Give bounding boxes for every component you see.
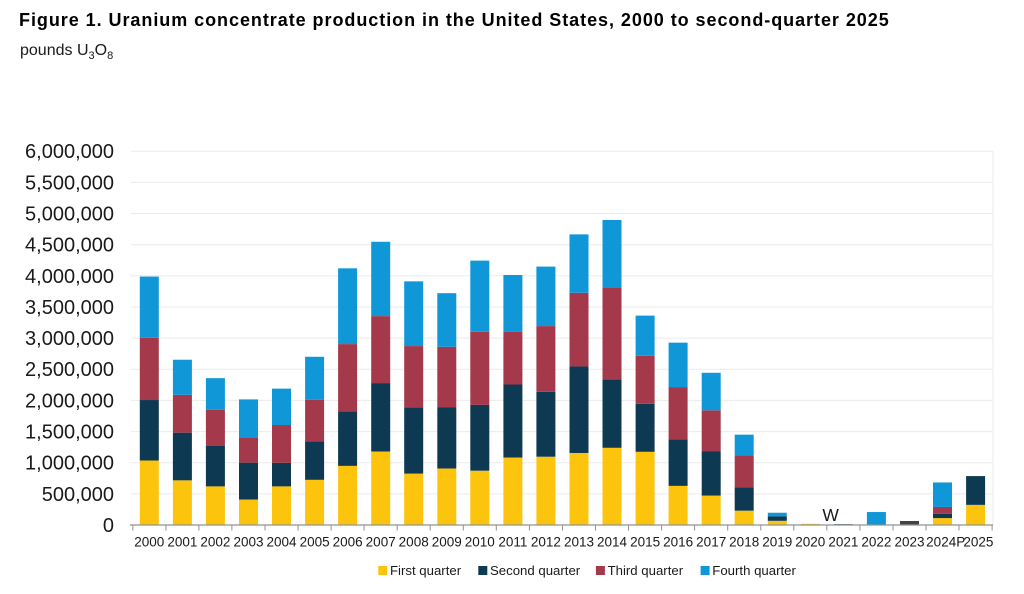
svg-text:Second quarter: Second quarter	[490, 563, 581, 578]
svg-text:2007: 2007	[366, 535, 396, 550]
svg-text:500,000: 500,000	[42, 484, 114, 506]
svg-text:2014: 2014	[597, 535, 628, 550]
svg-text:2009: 2009	[432, 535, 462, 550]
svg-text:2021: 2021	[828, 535, 858, 550]
svg-text:0: 0	[103, 515, 114, 537]
svg-text:2010: 2010	[465, 535, 495, 550]
svg-text:Third quarter: Third quarter	[608, 563, 684, 578]
svg-text:2,000,000: 2,000,000	[25, 390, 114, 412]
svg-text:3,500,000: 3,500,000	[25, 297, 114, 319]
svg-text:2000: 2000	[134, 535, 164, 550]
svg-text:2013: 2013	[564, 535, 594, 550]
svg-text:2,500,000: 2,500,000	[25, 359, 114, 381]
svg-text:5,000,000: 5,000,000	[25, 204, 114, 226]
svg-text:3,000,000: 3,000,000	[25, 328, 114, 350]
svg-text:2003: 2003	[233, 535, 263, 550]
svg-text:2024P: 2024P	[926, 535, 965, 550]
svg-text:2001: 2001	[167, 535, 197, 550]
svg-text:2012: 2012	[531, 535, 561, 550]
svg-text:2023: 2023	[894, 535, 924, 550]
svg-text:2002: 2002	[200, 535, 230, 550]
svg-text:2015: 2015	[630, 535, 660, 550]
svg-text:Fourth quarter: Fourth quarter	[712, 563, 796, 578]
svg-text:5,500,000: 5,500,000	[25, 172, 114, 194]
svg-text:First quarter: First quarter	[390, 563, 462, 578]
svg-text:1,000,000: 1,000,000	[25, 453, 114, 475]
svg-text:2022: 2022	[861, 535, 891, 550]
svg-text:2004: 2004	[266, 535, 297, 550]
svg-text:W: W	[822, 505, 839, 525]
svg-text:1,500,000: 1,500,000	[25, 422, 114, 444]
svg-text:2017: 2017	[696, 535, 726, 550]
svg-text:2018: 2018	[729, 535, 759, 550]
svg-text:2011: 2011	[498, 535, 527, 550]
svg-text:2008: 2008	[399, 535, 429, 550]
svg-text:2019: 2019	[762, 535, 792, 550]
svg-text:2005: 2005	[300, 535, 330, 550]
svg-text:4,500,000: 4,500,000	[25, 235, 114, 257]
svg-text:6,000,000: 6,000,000	[25, 141, 114, 163]
svg-text:2020: 2020	[795, 535, 825, 550]
svg-text:2025: 2025	[963, 535, 993, 550]
svg-text:4,000,000: 4,000,000	[25, 266, 114, 288]
svg-text:2016: 2016	[663, 535, 693, 550]
svg-text:2006: 2006	[333, 535, 363, 550]
